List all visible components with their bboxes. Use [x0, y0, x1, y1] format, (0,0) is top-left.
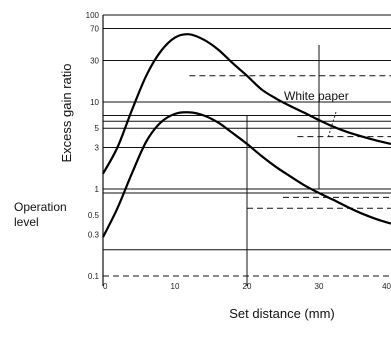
x-tick-label: 40	[382, 282, 391, 291]
y-tick-label: 0.3	[88, 230, 100, 239]
y-tick-label: 3	[95, 143, 100, 152]
operation-level-line-1: Operation	[14, 200, 67, 214]
grid	[102, 14, 391, 286]
y-axis-label: Excess gain ratio	[59, 64, 74, 163]
y-tick-label: 1	[95, 185, 100, 194]
y-tick-label: 0.5	[88, 211, 100, 220]
x-tick-label: 30	[315, 282, 324, 291]
y-tick-label: 0.1	[88, 272, 100, 281]
series-line-2	[102, 111, 391, 238]
x-tick-label: 0	[103, 282, 108, 291]
operation-level-label: Operation level	[14, 200, 70, 229]
y-tick-label: 5	[95, 124, 100, 133]
x-tick-labels: 0 10 20 30 40	[103, 282, 391, 291]
y-tick-labels: 100 70 30 10 5 3 1 0.5 0.3 0.1	[86, 11, 100, 281]
series-group	[102, 33, 391, 238]
x-tick-label: 10	[171, 282, 180, 291]
operation-level-line-2: level	[14, 215, 39, 229]
y-tick-label: 10	[90, 98, 99, 107]
y-tick-label: 70	[90, 24, 99, 33]
white-paper-label: White paper	[284, 89, 349, 103]
x-axis-label: Set distance (mm)	[229, 306, 334, 321]
y-tick-label: 30	[90, 56, 99, 65]
series-line-1	[102, 33, 391, 175]
x-tick-label: 20	[243, 282, 252, 291]
y-tick-label: 100	[86, 11, 100, 20]
